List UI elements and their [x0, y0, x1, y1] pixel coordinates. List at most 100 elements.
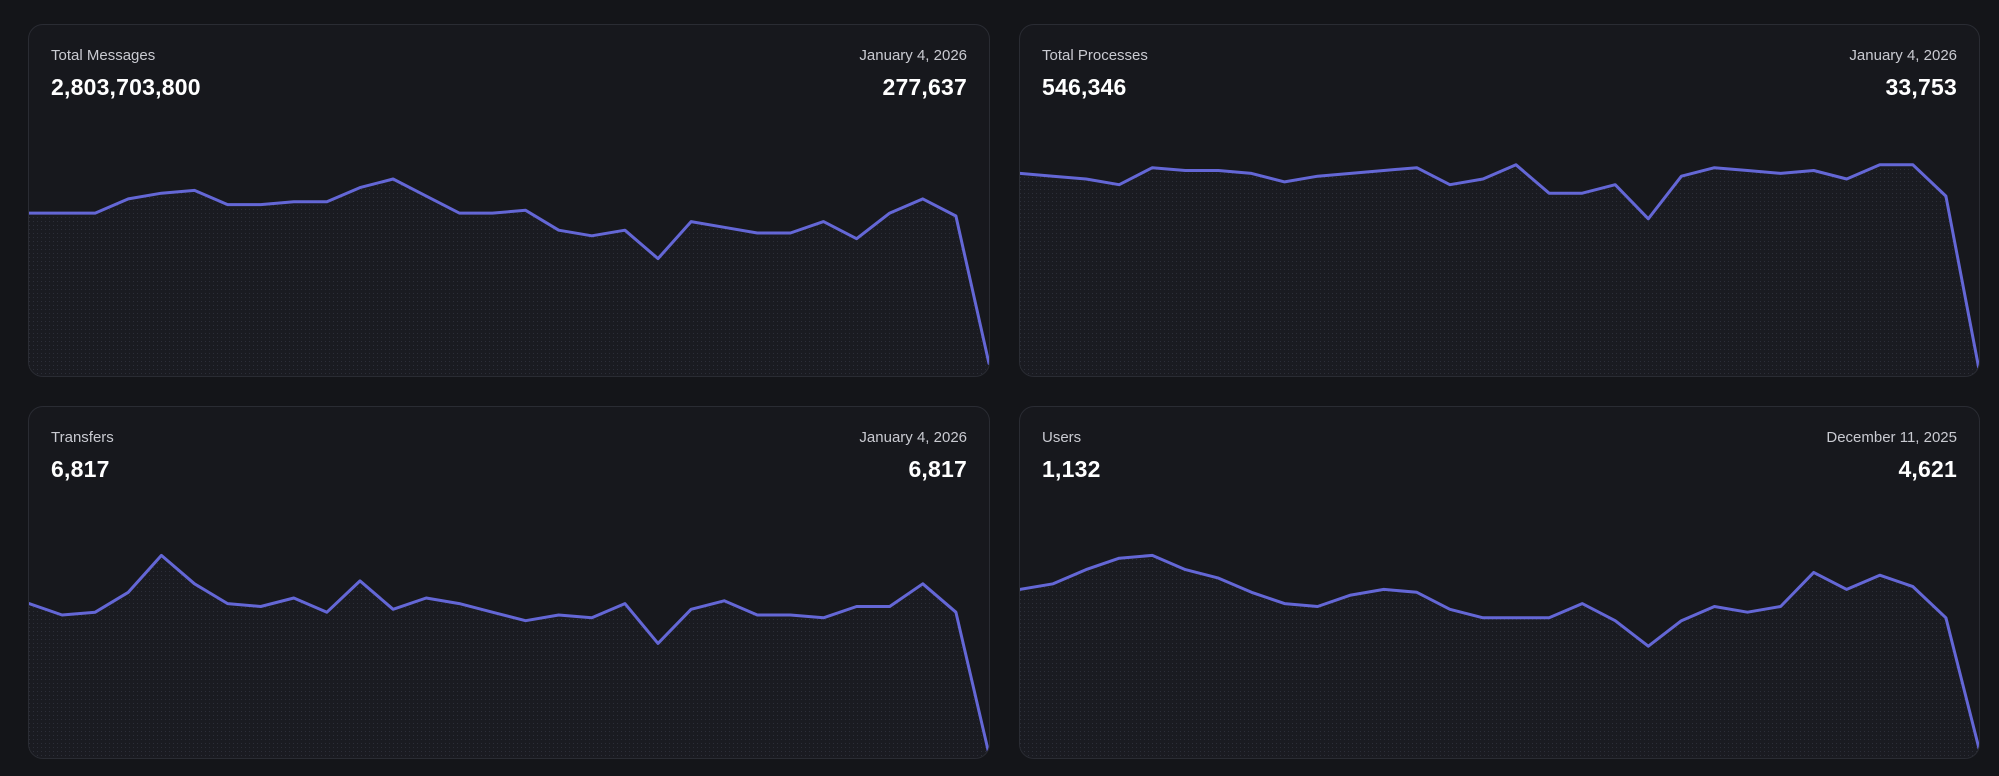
card-date: January 4, 2026: [859, 47, 967, 64]
data-point: [1515, 617, 1517, 619]
data-point: [260, 606, 262, 608]
card-date: January 4, 2026: [859, 429, 967, 446]
data-point: [789, 614, 791, 616]
data-point: [227, 603, 229, 605]
data-point: [491, 611, 493, 613]
data-point: [1284, 603, 1286, 605]
card-title: Transfers: [51, 429, 114, 446]
data-point: [425, 597, 427, 599]
data-point: [1383, 170, 1385, 172]
data-point: [1813, 170, 1815, 172]
data-point: [1713, 167, 1715, 169]
data-point: [127, 591, 129, 593]
series-line: [29, 177, 989, 366]
series-line: [1020, 163, 1979, 371]
data-point: [94, 611, 96, 613]
data-point: [127, 198, 129, 200]
data-point: [558, 614, 560, 616]
data-point: [491, 212, 493, 214]
data-point: [1680, 620, 1682, 622]
data-point: [1945, 617, 1947, 619]
card-date: December 11, 2025: [1826, 429, 1957, 446]
data-point: [160, 192, 162, 194]
data-point: [1614, 620, 1616, 622]
data-point: [1912, 164, 1914, 166]
data-point: [1251, 172, 1253, 174]
card-latest-value: 6,817: [908, 456, 967, 482]
data-point: [359, 187, 361, 189]
data-point: [723, 226, 725, 228]
data-point: [160, 554, 162, 556]
data-point: [94, 212, 96, 214]
data-point: [1449, 608, 1451, 610]
card-header: Total Processes 546,346 January 4, 2026 …: [1042, 47, 1957, 101]
data-point: [1780, 172, 1782, 174]
data-point: [458, 603, 460, 605]
data-point: [194, 583, 196, 585]
card-header: Total Messages 2,803,703,800 January 4, …: [51, 47, 967, 101]
data-point: [525, 209, 527, 211]
data-point: [260, 204, 262, 206]
data-point: [1515, 164, 1517, 166]
data-point: [61, 212, 63, 214]
data-point: [359, 580, 361, 582]
data-point: [1945, 195, 1947, 197]
data-point: [458, 212, 460, 214]
data-point: [1251, 591, 1253, 593]
card-total-value: 546,346: [1042, 74, 1127, 100]
data-point: [293, 201, 295, 203]
card-title: Users: [1042, 429, 1082, 446]
series-line: [29, 553, 989, 756]
data-point: [624, 229, 626, 231]
series-area: [1020, 164, 1979, 376]
data-point: [823, 221, 825, 223]
data-point: [525, 620, 527, 622]
data-point: [1184, 170, 1186, 172]
data-point: [690, 221, 692, 223]
series-area: [29, 555, 989, 758]
data-point: [1449, 184, 1451, 186]
data-point: [657, 258, 659, 260]
data-point: [1680, 175, 1682, 177]
data-point: [922, 198, 924, 200]
data-point: [1548, 617, 1550, 619]
data-point: [1482, 617, 1484, 619]
data-point: [326, 201, 328, 203]
data-point: [293, 597, 295, 599]
card-header: Users 1,132 December 11, 2025 4,621: [1042, 429, 1957, 483]
card-title: Total Messages: [51, 47, 156, 64]
data-point: [789, 232, 791, 234]
data-point: [856, 606, 858, 608]
data-point: [1350, 172, 1352, 174]
card-title: Total Processes: [1042, 47, 1148, 64]
data-point: [392, 178, 394, 180]
data-point: [624, 603, 626, 605]
data-point: [922, 583, 924, 585]
data-point: [955, 611, 957, 613]
data-point: [1780, 606, 1782, 608]
data-point: [227, 204, 229, 206]
data-point: [1118, 557, 1120, 559]
data-point: [1879, 164, 1881, 166]
data-point: [856, 238, 858, 240]
data-point: [392, 608, 394, 610]
data-point: [1647, 645, 1649, 647]
card-date: January 4, 2026: [1849, 47, 1957, 64]
data-point: [690, 608, 692, 610]
series-area: [29, 179, 989, 376]
data-point: [1085, 569, 1087, 571]
data-point: [823, 617, 825, 619]
data-point: [756, 614, 758, 616]
card-total-value: 2,803,703,800: [51, 74, 201, 100]
data-point: [1416, 591, 1418, 593]
data-point: [1350, 594, 1352, 596]
data-point: [1912, 586, 1914, 588]
data-point: [558, 229, 560, 231]
data-point: [1151, 554, 1153, 556]
data-point: [1052, 175, 1054, 177]
card-latest-value: 33,753: [1885, 74, 1957, 100]
area-chart-total-processes: [1020, 163, 1979, 376]
series-line: [1020, 553, 1979, 750]
data-point: [1647, 218, 1649, 220]
data-point: [61, 614, 63, 616]
